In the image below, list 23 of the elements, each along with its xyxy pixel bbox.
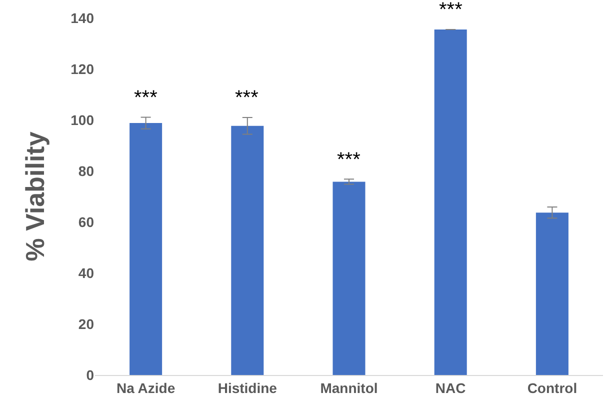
x-tick-label: NAC <box>435 380 466 396</box>
y-tick-label: 120 <box>70 60 94 77</box>
y-tick-label: 100 <box>70 112 94 128</box>
bar <box>231 126 264 375</box>
bar <box>130 123 162 375</box>
y-tick-label: 20 <box>78 316 94 332</box>
y-tick-label: 40 <box>78 264 94 281</box>
y-tick-label: 60 <box>78 214 94 230</box>
x-tick-label: Control <box>527 380 578 396</box>
x-tick-label: Na Azide <box>116 380 176 396</box>
annotation: *** <box>235 87 259 109</box>
y-axis-title: % Viability <box>20 131 50 262</box>
x-tick-label: Mannitol <box>320 380 378 396</box>
annotation: *** <box>337 149 361 171</box>
y-tick-label: 80 <box>78 162 94 179</box>
y-tick-label: 140 <box>70 10 94 26</box>
bar <box>332 182 366 375</box>
bar <box>434 29 467 375</box>
annotation: *** <box>439 0 463 21</box>
annotation: *** <box>134 87 158 109</box>
y-tick-label: 0 <box>86 366 94 383</box>
x-tick-label: Histidine <box>218 380 278 396</box>
bar <box>536 212 568 375</box>
